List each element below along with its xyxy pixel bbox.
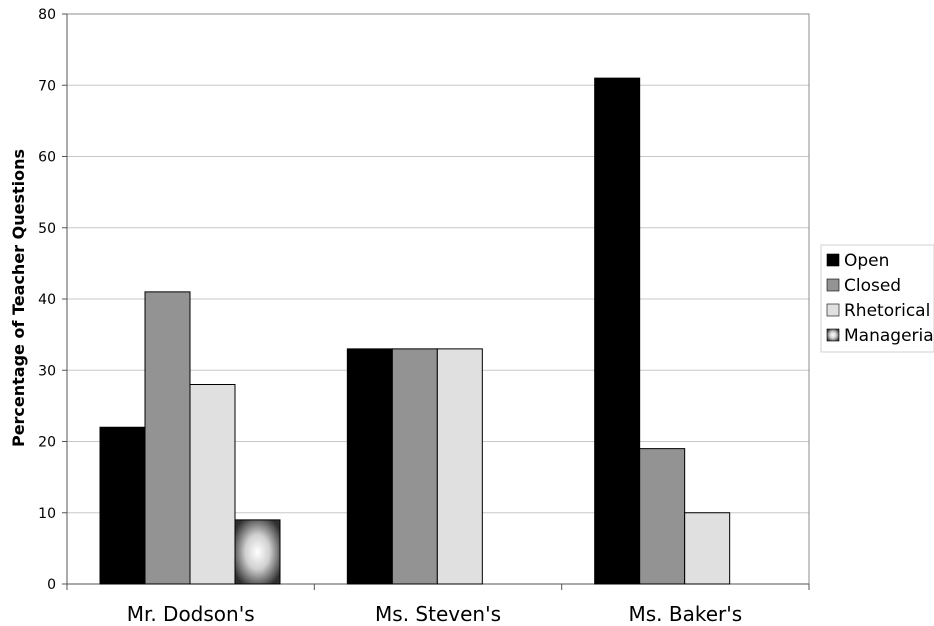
bar-open-2: [346, 348, 393, 585]
legend-swatch-rhetorical: [826, 303, 840, 317]
bar-open-3: [594, 77, 641, 585]
bar-manageria-1: [234, 519, 281, 585]
axis-labels: 0 10 20 30 40 50 60 70 80 Mr. Dodson's Ms. Steven'…: [38, 7, 742, 626]
y-tick-label: 0: [47, 577, 56, 593]
y-tick-label: 40: [38, 292, 56, 308]
legend-swatch-closed: [826, 278, 840, 292]
y-tick-label: 30: [38, 363, 56, 379]
x-category-label: Ms. Baker's: [628, 602, 742, 626]
bar-closed-2: [391, 348, 438, 585]
y-axis-title: Percentage of Teacher Questions: [9, 149, 28, 447]
legend-label-closed: Closed: [844, 276, 901, 296]
y-tick-label: 70: [38, 78, 56, 94]
y-tick-label: 50: [38, 221, 56, 237]
bar-rhetorical-2: [436, 348, 483, 585]
legend-label-manageria: Manageria: [844, 326, 934, 346]
legend-box: [820, 244, 934, 353]
x-category-label: Ms. Steven's: [375, 602, 501, 626]
x-category-label: Mr. Dodson's: [127, 602, 255, 626]
bar-closed-1: [144, 291, 191, 585]
legend: Open Closed Rhetorical Manageria: [820, 244, 934, 353]
legend-swatch-manageria: [826, 328, 840, 342]
legend-label-rhetorical: Rhetorical: [844, 301, 930, 321]
bar-open-1: [99, 426, 146, 585]
y-tick-label: 10: [38, 506, 56, 522]
bar-rhetorical-1: [189, 384, 236, 585]
bar-closed-3: [639, 448, 686, 585]
y-tick-label: 80: [38, 7, 56, 23]
bars: [99, 77, 731, 585]
legend-swatch-open: [826, 253, 840, 267]
y-tick-label: 20: [38, 435, 56, 451]
legend-label-open: Open: [844, 251, 889, 271]
bar-rhetorical-3: [684, 512, 731, 585]
y-tick-label: 60: [38, 150, 56, 166]
